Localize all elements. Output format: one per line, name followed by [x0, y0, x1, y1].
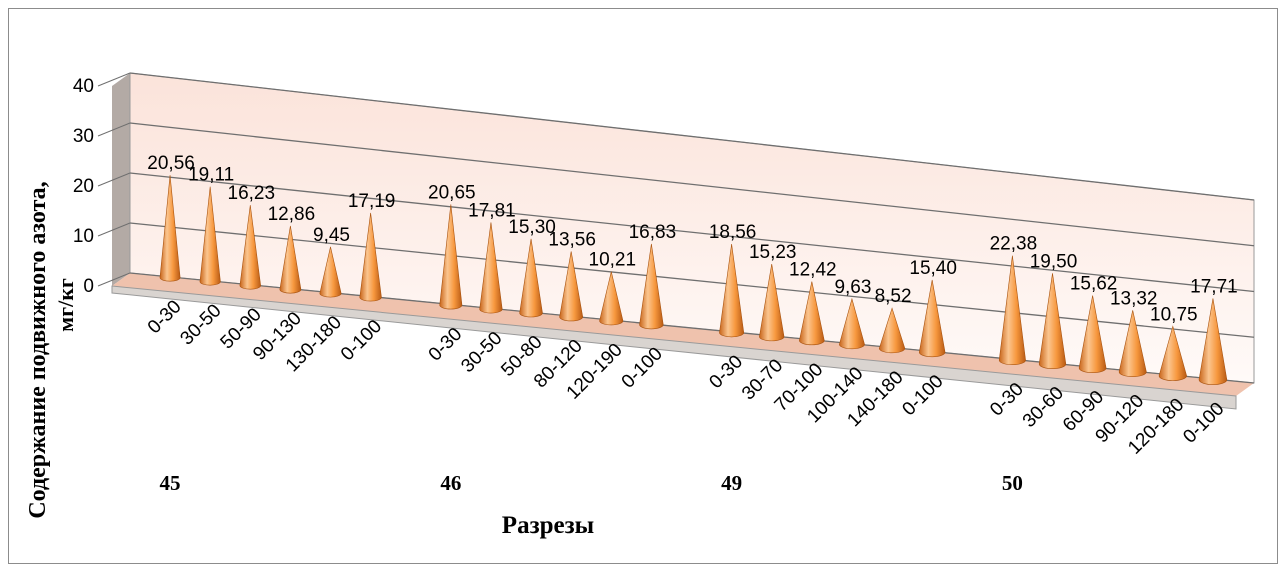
data-label: 17,81	[468, 200, 516, 221]
gridline-side	[97, 122, 131, 137]
data-label: 10,21	[589, 250, 637, 271]
cone-bar	[439, 204, 463, 310]
cone-bar	[359, 212, 382, 302]
data-label: 17,71	[1190, 276, 1238, 297]
data-label: 19,11	[188, 165, 234, 186]
y-tick-label: 20	[73, 176, 94, 197]
category-label: 30-50	[457, 328, 506, 377]
cone-bar	[279, 225, 302, 294]
gridline-side	[97, 222, 131, 237]
category-label: 0-100	[337, 316, 386, 365]
cone-bar	[759, 264, 785, 342]
data-label: 19,50	[1030, 251, 1078, 272]
floor-edge	[111, 285, 1237, 410]
gridline-side	[97, 272, 131, 287]
cone-bar	[918, 279, 946, 358]
gridline	[129, 122, 1255, 247]
cone-bar	[239, 205, 261, 290]
data-label: 17,19	[348, 191, 396, 212]
data-label: 12,86	[268, 204, 316, 225]
cone-bar	[1158, 325, 1187, 381]
data-label: 16,23	[228, 183, 276, 204]
cone-bar	[199, 186, 221, 286]
cone-bar	[799, 281, 825, 346]
data-label: 9,63	[834, 277, 871, 298]
cone-bar	[159, 175, 181, 282]
cone-bar	[879, 307, 906, 354]
data-label: 8,52	[875, 286, 912, 307]
data-label: 15,30	[508, 217, 556, 238]
x-axis-title: Разрезы	[502, 512, 594, 539]
group-label: 50	[1002, 471, 1023, 495]
gridline-side	[97, 172, 131, 187]
floor	[112, 273, 1254, 396]
data-label: 16,83	[629, 222, 677, 243]
data-label: 20,56	[147, 153, 195, 174]
y-axis-title: Содержание подвижного азота,	[25, 181, 51, 518]
y-tick-label: 40	[73, 76, 94, 97]
cone-bar	[479, 222, 503, 314]
y-axis-title-unit: мг/кг	[53, 278, 78, 332]
cone-bar	[839, 297, 865, 350]
gridline	[129, 72, 1255, 201]
cone-bar	[559, 251, 584, 322]
cone-bar	[599, 271, 624, 326]
data-label: 15,23	[749, 242, 797, 263]
category-label: 0-100	[618, 343, 667, 392]
y-tick-label: 10	[73, 226, 94, 247]
cone-bar	[1198, 298, 1228, 385]
gridline	[129, 172, 1255, 293]
data-label: 15,62	[1070, 274, 1118, 295]
cone-bar	[1078, 295, 1107, 373]
data-label: 15,40	[909, 258, 957, 279]
data-label: 13,56	[548, 229, 596, 250]
category-label: 30-50	[176, 300, 225, 349]
data-label: 13,32	[1110, 288, 1158, 309]
data-label: 18,56	[709, 222, 757, 243]
data-label: 10,75	[1150, 304, 1198, 325]
side-wall	[112, 73, 130, 286]
gridline	[129, 272, 1255, 384]
gridline	[129, 222, 1255, 338]
cone-bar	[998, 255, 1026, 365]
data-label: 22,38	[990, 234, 1038, 255]
data-label: 20,65	[428, 182, 476, 203]
y-tick-label: 30	[73, 126, 94, 147]
cone-bar	[719, 244, 745, 338]
data-label: 9,45	[313, 225, 350, 246]
cone-bar	[1038, 273, 1067, 369]
gridline-side	[97, 72, 131, 87]
group-label: 46	[440, 471, 461, 495]
y-tick-label: 0	[83, 276, 94, 297]
group-label: 45	[160, 471, 181, 495]
cone-bar	[519, 238, 543, 318]
data-label: 12,42	[789, 260, 837, 281]
cone-bar	[319, 246, 342, 298]
cone-bar	[639, 243, 664, 330]
group-label: 49	[721, 471, 742, 495]
cone-bar	[1118, 310, 1147, 377]
